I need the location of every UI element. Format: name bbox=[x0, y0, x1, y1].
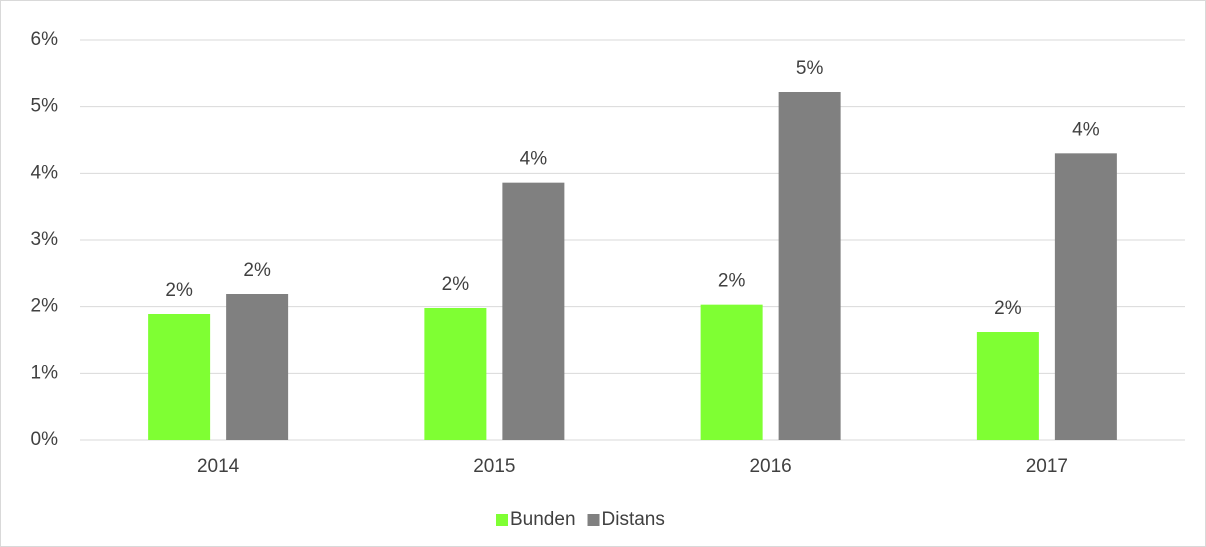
legend-swatch bbox=[587, 514, 600, 526]
legend-label: Bunden bbox=[510, 509, 576, 530]
y-tick-label: 4% bbox=[31, 162, 59, 183]
x-tick-label: 2015 bbox=[473, 456, 515, 477]
bar bbox=[976, 332, 1039, 440]
bar bbox=[502, 182, 565, 440]
bar bbox=[148, 314, 211, 440]
value-label: 2% bbox=[442, 274, 470, 295]
y-tick-label: 0% bbox=[31, 429, 59, 450]
legend-label: Distans bbox=[602, 509, 665, 530]
bar bbox=[778, 92, 841, 440]
y-tick-label: 1% bbox=[31, 362, 59, 383]
value-label: 2% bbox=[165, 280, 193, 301]
y-tick-label: 6% bbox=[31, 29, 59, 50]
x-tick-label: 2016 bbox=[749, 456, 791, 477]
y-tick-label: 3% bbox=[31, 229, 59, 250]
x-tick-label: 2014 bbox=[197, 456, 240, 477]
bar bbox=[700, 304, 763, 440]
value-label: 2% bbox=[718, 271, 746, 292]
value-label: 5% bbox=[796, 58, 824, 79]
value-label: 2% bbox=[994, 298, 1022, 319]
bar bbox=[226, 294, 289, 440]
y-tick-label: 2% bbox=[31, 296, 59, 317]
bar bbox=[424, 308, 487, 440]
y-tick-label: 5% bbox=[31, 96, 59, 117]
value-label: 4% bbox=[1072, 119, 1100, 140]
x-tick-label: 2017 bbox=[1026, 456, 1068, 477]
bar bbox=[1054, 153, 1117, 441]
legend-swatch bbox=[496, 514, 508, 526]
value-label: 2% bbox=[243, 260, 271, 281]
value-label: 4% bbox=[520, 149, 548, 170]
